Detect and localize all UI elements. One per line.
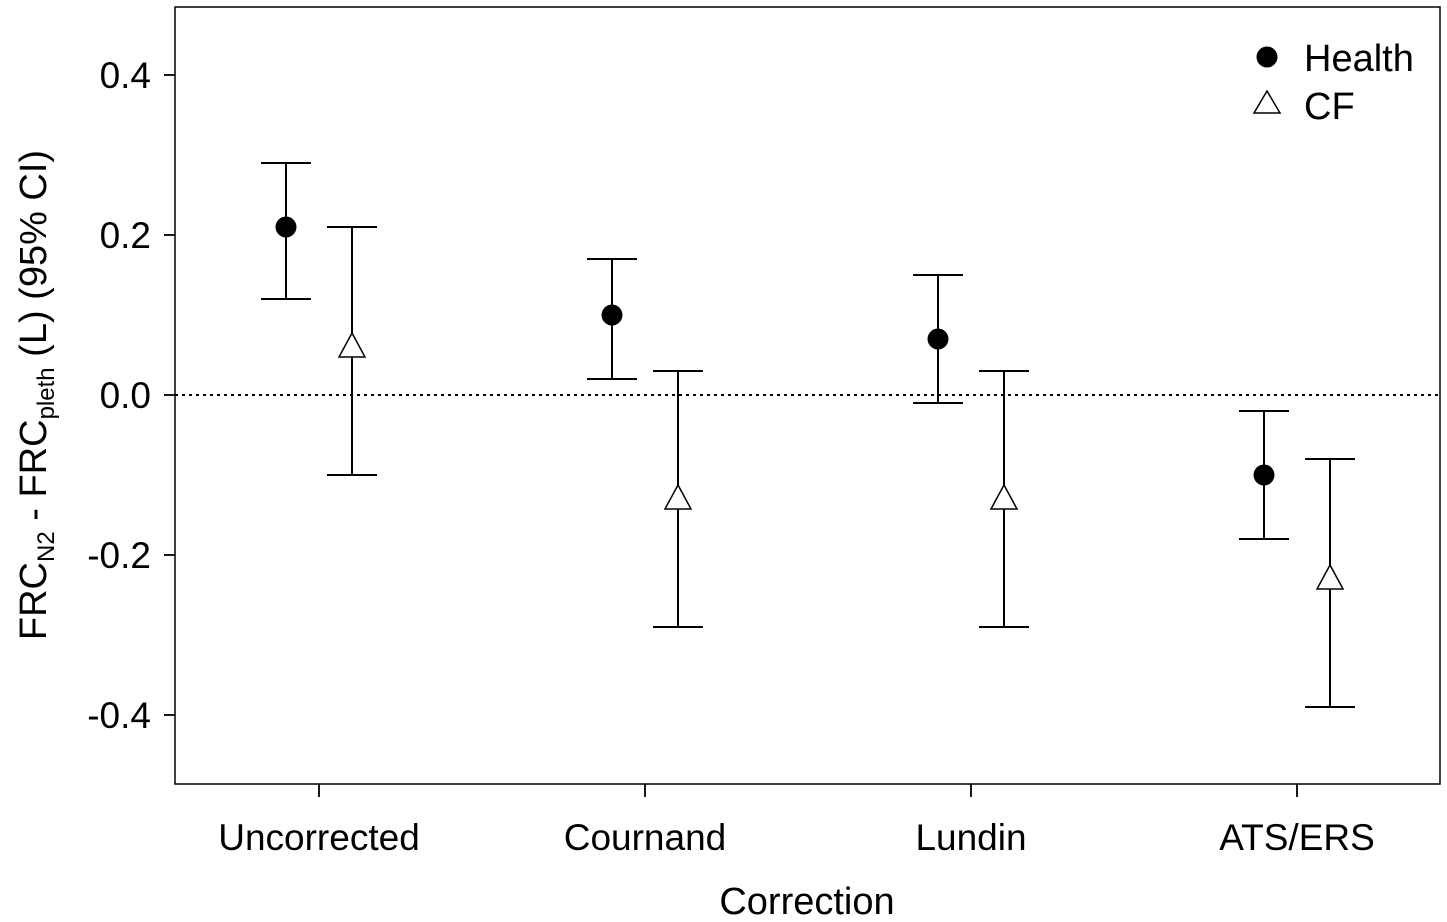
y-title-part-2-subscript: N2 xyxy=(33,531,60,562)
y-axis: -0.4 -0.2 0.0 0.2 0.4 xyxy=(87,55,175,736)
series-health xyxy=(261,162,1289,540)
y-title-part-4-subscript: pleth xyxy=(33,367,60,419)
y-tick-label: -0.4 xyxy=(87,695,151,736)
legend-marker-health xyxy=(1256,46,1278,68)
data-point-circle xyxy=(1253,464,1275,486)
data-marks xyxy=(261,162,1355,708)
y-title-part-3: - FRC xyxy=(13,419,55,531)
x-tick-label: Uncorrected xyxy=(218,817,420,858)
legend: Health CF xyxy=(1252,38,1414,128)
x-tick-label: Cournand xyxy=(564,817,727,858)
y-tick-label: 0.4 xyxy=(100,55,151,96)
y-tick-label: 0.2 xyxy=(100,215,151,256)
data-point-triangle xyxy=(1315,563,1345,590)
x-tick-label: Lundin xyxy=(915,817,1026,858)
y-title-part-5: (L) (95% CI) xyxy=(13,150,55,367)
series-cf xyxy=(327,226,1355,708)
data-point-triangle xyxy=(989,483,1019,510)
data-point-circle xyxy=(601,304,623,326)
y-tick-label: 0.0 xyxy=(100,375,151,416)
x-axis-title: Correction xyxy=(719,881,894,922)
data-point-circle xyxy=(927,328,949,350)
y-tick-label: -0.2 xyxy=(87,535,151,576)
x-axis: Uncorrected Cournand Lundin ATS/ERS xyxy=(218,784,1375,858)
x-tick-label: ATS/ERS xyxy=(1219,817,1375,858)
data-point-triangle xyxy=(663,483,693,510)
y-title-part-1: FRC xyxy=(13,562,55,640)
legend-label-health: Health xyxy=(1304,38,1414,80)
y-axis-title: FRCN2 - FRCpleth (L) (95% CI) xyxy=(13,150,60,640)
data-point-triangle xyxy=(337,331,367,358)
legend-marker-cf xyxy=(1252,89,1282,114)
data-point-circle xyxy=(275,216,297,238)
legend-label-cf: CF xyxy=(1304,86,1355,128)
